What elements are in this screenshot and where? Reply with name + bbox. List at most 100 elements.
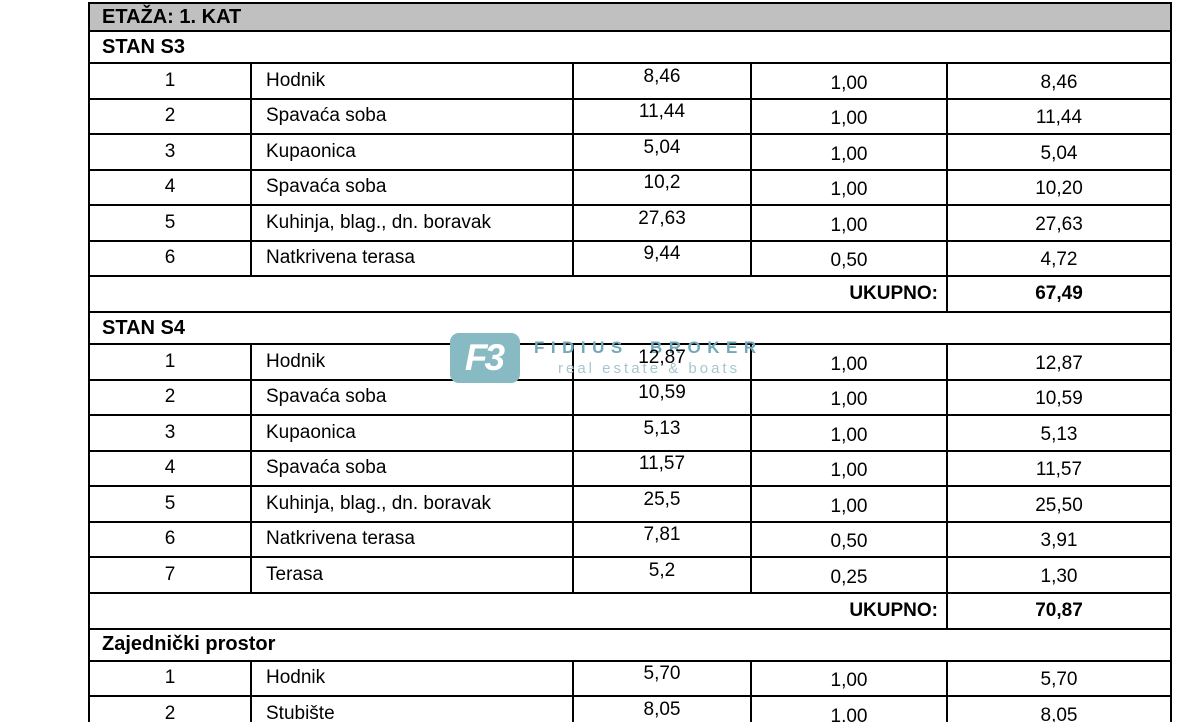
- table-row: 7 Terasa 5,2 0,25 1,30: [90, 558, 1170, 594]
- cell-text: 6: [164, 247, 176, 269]
- cell-row-number: 1: [90, 64, 252, 98]
- cell-text: 11,44: [1035, 107, 1083, 129]
- section-rows: 1 Hodnik 12,87 1,00 12,87 2 Spavaća soba…: [90, 345, 1170, 630]
- cell-row-number: 2: [90, 697, 252, 722]
- section-header-row: Zajednički prostor: [90, 630, 1170, 662]
- cell-row-number: 1: [90, 661, 252, 695]
- cell-text: Kupaonica: [266, 140, 356, 162]
- cell-room-name: Spavaća soba: [252, 99, 574, 133]
- cell-coefficient: 1,00: [752, 135, 948, 169]
- section-title: STAN S4: [102, 316, 185, 339]
- apartment-section: STAN S3 1 Hodnik 8,46 1,00 8,46 2 Spavać…: [90, 32, 1170, 313]
- cell-row-number: 2: [90, 380, 252, 414]
- cell-room-name: Spavaća soba: [252, 170, 574, 204]
- cell-area: 25,5: [574, 487, 752, 521]
- cell-reduced-area: 5,04: [948, 135, 1170, 169]
- total-label-cell: UKUPNO:: [90, 277, 948, 311]
- table-row: 4 Spavaća soba 10,2 1,00 10,20: [90, 170, 1170, 206]
- cell-text: 1,00: [830, 495, 868, 517]
- cell-coefficient: 1,00: [752, 64, 948, 98]
- brand-name: FIDIUS BROKER: [534, 338, 763, 357]
- cell-room-name: Hodnik: [252, 661, 574, 695]
- table-row: 4 Spavaća soba 11,57 1,00 11,57: [90, 451, 1170, 487]
- cell-room-name: Natkrivena terasa: [252, 522, 574, 556]
- cell-text: 11,57: [1035, 459, 1083, 481]
- table-row: 1 Hodnik 12,87 1,00 12,87: [90, 345, 1170, 381]
- cell-text: 25,50: [1035, 494, 1083, 516]
- cell-area: 11,44: [574, 99, 752, 133]
- cell-area: 9,44: [574, 241, 752, 275]
- table-row: 6 Natkrivena terasa 9,44 0,50 4,72: [90, 241, 1170, 277]
- table-row: 1 Hodnik 5,70 1,00 5,70: [90, 661, 1170, 697]
- cell-reduced-area: 5,13: [948, 416, 1170, 450]
- table-row: 2 Stubište 8,05 1,00 8,05: [90, 697, 1170, 722]
- cell-text: 1,00: [830, 389, 868, 411]
- cell-text: 7,81: [643, 524, 681, 546]
- cell-text: 11,44: [638, 101, 686, 123]
- cell-coefficient: 1,00: [752, 380, 948, 414]
- cell-text: Kupaonica: [266, 421, 356, 443]
- cell-text: 27,63: [638, 207, 686, 229]
- cell-text: Stubište: [266, 702, 335, 722]
- cell-text: 1,00: [830, 460, 868, 482]
- section-rows: 1 Hodnik 5,70 1,00 5,70 2 Stubište 8,05 …: [90, 661, 1170, 722]
- section-title: STAN S3: [102, 35, 185, 58]
- cell-coefficient: 1,00: [752, 697, 948, 722]
- cell-text: 1: [164, 69, 176, 91]
- cell-text: 8,05: [643, 698, 681, 720]
- cell-text: 10,59: [638, 382, 686, 404]
- cell-row-number: 3: [90, 416, 252, 450]
- section-rows: 1 Hodnik 8,46 1,00 8,46 2 Spavaća soba 1…: [90, 64, 1170, 313]
- cell-text: 5,2: [648, 559, 676, 581]
- table-row: 3 Kupaonica 5,04 1,00 5,04: [90, 135, 1170, 171]
- cell-text: 3,91: [1040, 530, 1078, 552]
- cell-text: 5,04: [1040, 142, 1078, 164]
- cell-text: Kuhinja, blag., dn. boravak: [266, 492, 491, 514]
- cell-text: 8,46: [643, 65, 681, 87]
- table-row: 3 Kupaonica 5,13 1,00 5,13: [90, 416, 1170, 452]
- cell-room-name: Kupaonica: [252, 135, 574, 169]
- total-value-cell: 70,87: [948, 594, 1170, 628]
- section-header-row: STAN S4: [90, 313, 1170, 345]
- cell-text: 1: [164, 350, 176, 372]
- cell-text: Spavaća soba: [266, 386, 387, 408]
- cell-text: 5,13: [1040, 423, 1078, 445]
- cell-text: Kuhinja, blag., dn. boravak: [266, 211, 491, 233]
- cell-text: 8,05: [1040, 704, 1078, 722]
- floor-header-row: ETAŽA: 1. KAT: [90, 4, 1170, 32]
- cell-text: 1,00: [830, 353, 868, 375]
- cell-room-name: Kupaonica: [252, 416, 574, 450]
- cell-coefficient: 0,50: [752, 241, 948, 275]
- cell-text: 1,00: [830, 108, 868, 130]
- cell-reduced-area: 8,46: [948, 64, 1170, 98]
- cell-row-number: 4: [90, 451, 252, 485]
- section-header-row: STAN S3: [90, 32, 1170, 64]
- cell-text: 2: [164, 386, 176, 408]
- cell-text: Spavaća soba: [266, 105, 387, 127]
- cell-reduced-area: 10,20: [948, 171, 1170, 205]
- cell-text: 4,72: [1040, 249, 1078, 271]
- fidius-broker-logo-text: FIDIUS BROKER real estate & boats: [534, 333, 763, 377]
- cell-text: 2: [164, 105, 176, 127]
- cell-text: 27,63: [1035, 213, 1083, 235]
- cell-text: 10,2: [643, 172, 681, 194]
- cell-reduced-area: 12,87: [948, 345, 1170, 379]
- cell-text: 1,00: [830, 705, 868, 722]
- cell-reduced-area: 3,91: [948, 523, 1170, 557]
- cell-reduced-area: 4,72: [948, 242, 1170, 276]
- cell-area: 5,70: [574, 661, 752, 695]
- cell-row-number: 2: [90, 99, 252, 133]
- total-value: 67,49: [1035, 283, 1083, 304]
- table-sections: STAN S3 1 Hodnik 8,46 1,00 8,46 2 Spavać…: [90, 32, 1170, 722]
- cell-area: 10,59: [574, 380, 752, 414]
- cell-text: Spavaća soba: [266, 176, 387, 198]
- cell-reduced-area: 25,50: [948, 487, 1170, 521]
- cell-text: Hodnik: [266, 69, 326, 91]
- cell-text: 7: [164, 563, 176, 585]
- cell-row-number: 3: [90, 135, 252, 169]
- cell-row-number: 7: [90, 558, 252, 592]
- cell-row-number: 4: [90, 170, 252, 204]
- cell-text: 3: [164, 421, 176, 443]
- cell-area: 10,2: [574, 170, 752, 204]
- cell-text: 10,20: [1035, 178, 1083, 200]
